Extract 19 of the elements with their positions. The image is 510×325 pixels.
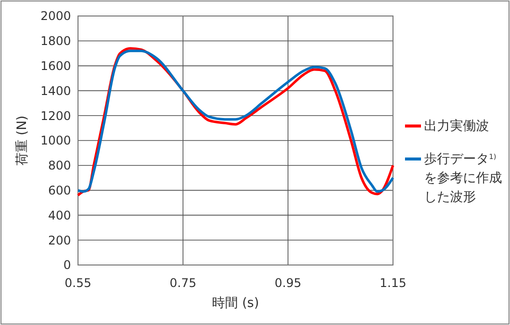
y-axis-title: 荷重 (N) (15, 115, 30, 166)
x-axis-title: 時間 (s) (212, 296, 260, 311)
y-tick-label: 400 (48, 208, 71, 222)
y-tick-label: 2000 (40, 9, 71, 24)
y-tick-label: 1600 (40, 59, 71, 73)
y-tick-label: 200 (48, 233, 71, 248)
y-tick-label: 1000 (40, 134, 71, 148)
y-tick-label: 1800 (40, 34, 71, 48)
y-tick-label: 600 (48, 184, 71, 198)
y-tick-label: 0 (63, 258, 71, 272)
x-tick-label: 1.15 (380, 276, 406, 290)
legend-label: 出力実働波 (424, 118, 489, 134)
y-tick-label: 1200 (40, 108, 71, 123)
y-tick-label: 1400 (40, 84, 71, 98)
x-tick-label: 0.95 (274, 276, 302, 290)
text: 歩行データ$^{1)}$を参考に作成した波形 (424, 152, 502, 205)
x-tick-label: 0.75 (170, 276, 196, 290)
x-tick-label: 0.55 (64, 276, 92, 290)
y-tick-label: 800 (48, 158, 71, 173)
